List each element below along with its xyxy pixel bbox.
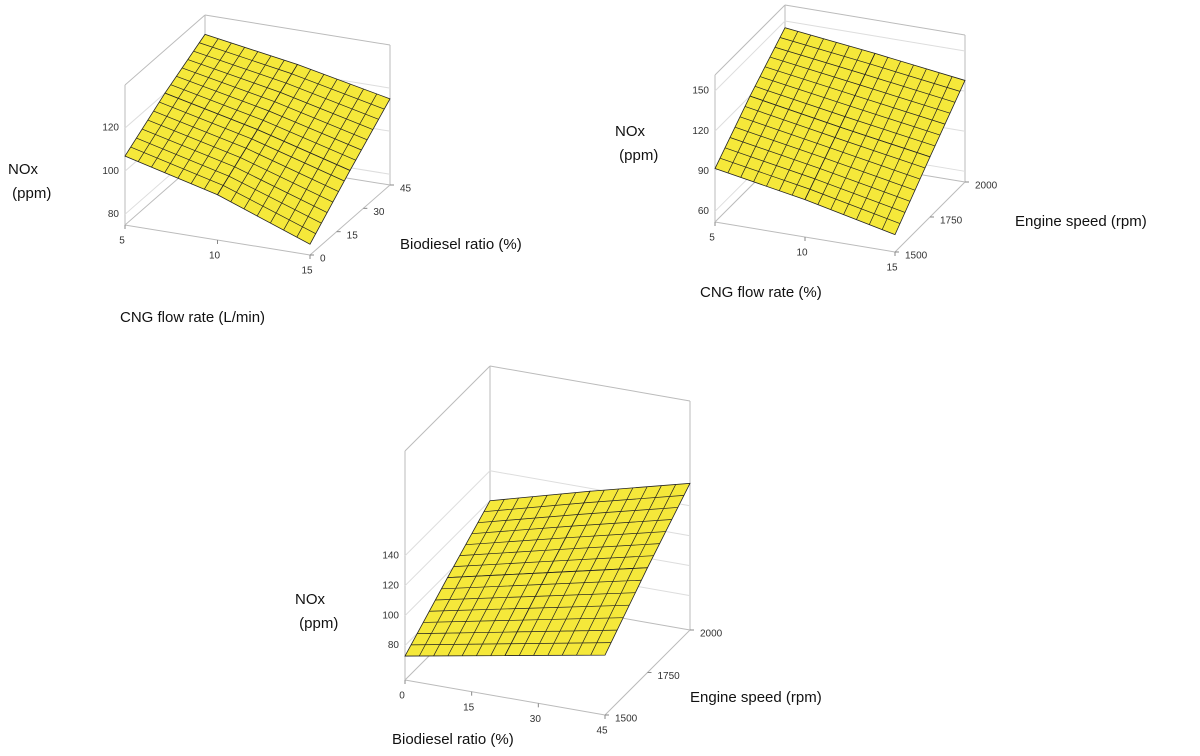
surface-patch (504, 567, 649, 656)
x-axis-label: CNG flow rate (L/min) (120, 309, 265, 326)
z-tick-label: 60 (698, 206, 710, 217)
x-tick-label: 15 (463, 702, 475, 713)
z-tick-label: 90 (698, 166, 710, 177)
z-tick-label: 120 (102, 123, 119, 134)
surface-patch (216, 129, 351, 245)
box-edge (204, 14, 391, 46)
z-tick-label: 80 (108, 209, 120, 220)
y-tick-label: 2000 (975, 181, 998, 192)
surface-mesh (453, 492, 584, 578)
z-tick-label: 120 (382, 580, 399, 591)
y-axis-label: Biodiesel ratio (%) (400, 236, 522, 253)
y-tick-label: 0 (320, 254, 326, 265)
x-tick-label: 0 (399, 691, 405, 702)
box-edge (489, 365, 691, 402)
x-tick-label: 15 (301, 266, 313, 277)
surface-mesh (511, 568, 642, 656)
x-tick-label: 10 (796, 248, 808, 259)
x-tick-label: 5 (709, 233, 715, 244)
surface-chart: 60 90 120 150 5 10 15 1500 1750 2000 CNG flow rate… (615, 4, 1147, 301)
grid-line (784, 20, 966, 52)
surface-patch (804, 126, 931, 236)
surface-mesh (170, 38, 292, 125)
x-tick-label: 5 (119, 236, 125, 247)
y-tick-label: 30 (373, 207, 385, 218)
surface-mesh (553, 484, 684, 573)
y-tick-label: 1750 (940, 216, 963, 227)
z-tick-label: 100 (102, 166, 119, 177)
y-axis-label: Engine speed (rpm) (1015, 213, 1147, 230)
y-tick-label: 45 (400, 184, 412, 195)
surface-mesh (809, 131, 926, 230)
box-edge (404, 679, 606, 716)
surface-mesh (223, 135, 345, 238)
z-axis-label: NOx (ppm) (8, 161, 51, 202)
box-edge (784, 4, 966, 36)
surface-chart: 80 100 120 140 0 15 30 45 1500 1750 2000 Biodiesel … (295, 365, 822, 748)
box-edge (714, 4, 786, 76)
grid-line (404, 470, 491, 557)
z-tick-label: 80 (388, 640, 400, 651)
y-tick-label: 15 (347, 230, 359, 241)
x-tick-label: 10 (209, 251, 221, 262)
y-axis-label: Engine speed (rpm) (690, 689, 822, 706)
surface-mesh (844, 57, 961, 153)
x-axis-label: Biodiesel ratio (%) (392, 731, 514, 748)
z-tick-label: 100 (382, 610, 399, 621)
surface-chart: 80 100 120 5 10 15 0 15 30 45 CNG flow rate (L/min… (8, 14, 522, 326)
z-tick-label: 120 (692, 126, 709, 137)
x-tick-label: 15 (886, 263, 898, 274)
y-tick-label: 2000 (700, 629, 723, 640)
x-axis-label: CNG flow rate (%) (700, 284, 822, 301)
y-tick-label: 1500 (905, 251, 928, 262)
z-axis-label: NOx (ppm) (295, 591, 338, 632)
y-tick-label: 1500 (615, 714, 638, 725)
z-tick-label: 140 (382, 550, 399, 561)
grid-line (404, 500, 491, 587)
box-edge (124, 14, 206, 86)
z-axis-label: NOx (ppm) (615, 123, 658, 164)
y-tick-label: 1750 (658, 671, 681, 682)
box-edge (309, 184, 391, 256)
x-tick-label: 30 (530, 714, 542, 725)
surface-mesh (130, 98, 252, 190)
grid-line (714, 20, 786, 92)
surface-mesh (754, 31, 871, 123)
box-edge (404, 365, 491, 452)
z-tick-label: 150 (692, 86, 709, 97)
surface-mesh (411, 573, 542, 657)
surface-mesh (719, 100, 836, 196)
surface-mesh (263, 69, 385, 165)
x-tick-label: 45 (596, 726, 608, 737)
